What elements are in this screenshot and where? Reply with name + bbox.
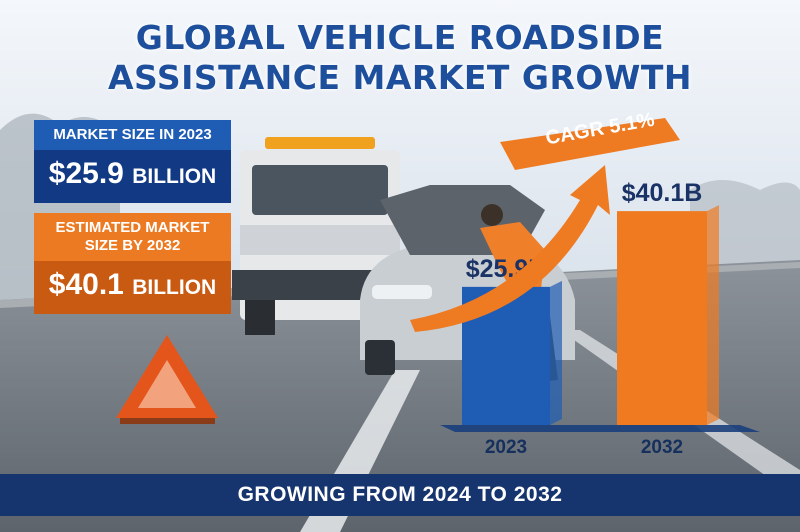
cagr-ribbon [500, 118, 680, 170]
bar-side-2032 [707, 205, 719, 425]
footer-banner: GROWING FROM 2024 TO 2032 [0, 474, 800, 516]
data-label-2032: $40.1B [622, 179, 703, 207]
title-line-2: ASSISTANCE MARKET GROWTH [108, 58, 692, 97]
forecast-market-size-label: ESTIMATED MARKET SIZE BY 2032 [34, 213, 231, 261]
tick-label-2032: 2032 [641, 437, 683, 458]
current-market-size-label: MARKET SIZE IN 2023 [34, 120, 231, 150]
chart-baseline [440, 425, 760, 432]
forecast-unit: BILLION [132, 276, 217, 299]
bar-2032 [617, 211, 707, 425]
forecast-value: $40.1 [48, 268, 124, 301]
page-title: GLOBAL VEHICLE ROADSIDE ASSISTANCE MARKE… [0, 18, 800, 98]
growth-arrow [410, 165, 610, 332]
current-unit: BILLION [132, 165, 217, 188]
forecast-market-size-box: ESTIMATED MARKET SIZE BY 2032 $40.1 BILL… [34, 213, 231, 314]
current-market-size-box: MARKET SIZE IN 2023 $25.9 BILLION [34, 120, 231, 203]
forecast-market-size-value: $40.1 BILLION [34, 261, 231, 314]
tick-label-2023: 2023 [485, 437, 527, 458]
bar-side-2023 [550, 280, 562, 425]
title-line-1: GLOBAL VEHICLE ROADSIDE [135, 18, 665, 57]
current-market-size-value: $25.9 BILLION [34, 150, 231, 203]
current-value: $25.9 [48, 157, 124, 190]
